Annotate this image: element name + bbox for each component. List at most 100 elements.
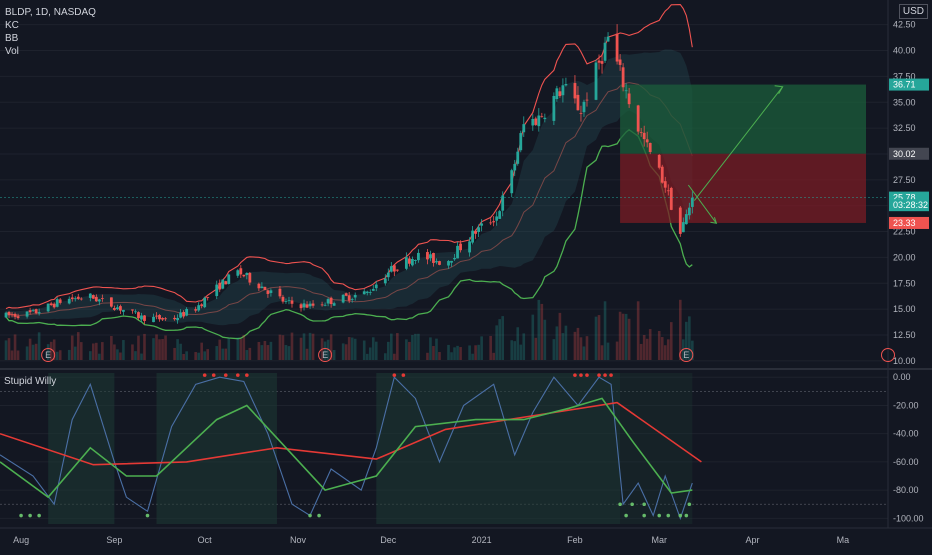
volume-bar xyxy=(25,346,29,360)
volume-bar xyxy=(4,340,8,360)
currency-badge[interactable]: USD xyxy=(898,4,928,19)
volume-bar xyxy=(326,339,330,360)
oscillator-title[interactable]: Stupid Willy xyxy=(4,376,57,387)
volume-bar xyxy=(411,335,414,360)
candle-body xyxy=(305,304,309,308)
volume-bar xyxy=(329,334,333,360)
volume-bar xyxy=(645,338,649,360)
volume-bar xyxy=(344,344,348,360)
volume-bar xyxy=(368,347,372,360)
candle-body xyxy=(79,298,83,300)
candle-body xyxy=(498,211,502,219)
oscillator-tick-label: -60.00 xyxy=(893,457,919,467)
volume-bar xyxy=(453,347,456,360)
volume-bar xyxy=(347,337,351,360)
candle-body xyxy=(621,67,625,88)
volume-bar xyxy=(140,353,143,360)
oversold-dot xyxy=(28,513,32,518)
volume-bar xyxy=(46,344,50,360)
volume-bar xyxy=(113,344,116,360)
volume-bar xyxy=(564,325,568,360)
candle-body xyxy=(374,284,378,289)
volume-bar xyxy=(353,338,357,360)
candle-body xyxy=(206,297,210,298)
projection-arrow-down xyxy=(687,184,717,224)
candle-body xyxy=(477,227,481,233)
oversold-dot xyxy=(624,513,628,518)
price-label-text: 36.71 xyxy=(893,80,916,90)
volume-bar xyxy=(116,349,119,360)
candle-body xyxy=(284,301,288,302)
overbought-dot xyxy=(245,373,249,377)
candle-body xyxy=(555,88,559,100)
candle-body xyxy=(362,291,366,295)
volume-bar xyxy=(7,338,11,360)
symbol-line[interactable]: BLDP, 1D, NASDAQ xyxy=(5,7,96,18)
candle-body xyxy=(13,313,17,317)
overbought-dot xyxy=(223,373,228,377)
volume-bar xyxy=(155,334,158,360)
volume-bar xyxy=(408,341,411,360)
volume-bar xyxy=(92,343,95,360)
volume-bar xyxy=(362,340,366,360)
volume-bar xyxy=(636,301,640,360)
volume-bar xyxy=(281,335,285,360)
price-tick-label: 10.00 xyxy=(893,356,916,366)
volume-bar xyxy=(663,345,667,360)
volume-bar xyxy=(585,336,589,360)
volume-bar xyxy=(263,340,267,360)
volume-bar xyxy=(182,353,185,360)
indicator-bb[interactable]: BB xyxy=(5,33,19,44)
price-tick-label: 20.00 xyxy=(893,252,916,262)
candle-body xyxy=(323,304,327,306)
candle-body xyxy=(642,132,646,140)
volume-bar xyxy=(257,341,261,360)
volume-bar xyxy=(79,342,83,360)
volume-bar xyxy=(134,351,137,360)
candle-body xyxy=(681,222,685,233)
candle-body xyxy=(326,299,330,304)
volume-bar xyxy=(426,352,429,360)
price-tick-label: 42.50 xyxy=(893,20,916,30)
earnings-marker-label: E xyxy=(683,350,689,360)
volume-bar xyxy=(341,343,345,360)
candle-body xyxy=(690,197,694,207)
volume-bar xyxy=(143,333,146,360)
volume-bar xyxy=(350,337,354,360)
candle-body xyxy=(260,286,264,289)
candle-body xyxy=(353,294,357,298)
candle-body xyxy=(371,288,375,291)
price-tick-label: 17.50 xyxy=(893,278,916,288)
volume-bar xyxy=(393,353,396,360)
candle-body xyxy=(164,318,167,320)
candle-body xyxy=(432,253,435,263)
volume-bar xyxy=(131,344,134,360)
indicator-kc[interactable]: KC xyxy=(5,20,19,31)
oscillator-tick-label: -20.00 xyxy=(893,400,919,410)
candle-body xyxy=(543,117,547,120)
candle-body xyxy=(489,222,493,224)
volume-bar xyxy=(52,339,56,360)
candle-body xyxy=(10,314,14,316)
volume-bar xyxy=(522,333,526,360)
indicator-vol[interactable]: Vol xyxy=(5,46,19,57)
candle-body xyxy=(365,291,369,293)
volume-bar xyxy=(414,333,417,360)
candle-body xyxy=(67,298,71,304)
candle-body xyxy=(52,303,56,308)
volume-bar xyxy=(122,340,125,360)
candle-body xyxy=(269,290,273,293)
volume-bar xyxy=(540,303,544,360)
candle-body xyxy=(341,294,345,303)
volume-bar xyxy=(558,312,562,360)
time-tick-label: Sep xyxy=(106,535,122,545)
candle-body xyxy=(4,312,8,318)
oscillator-tick-label: -80.00 xyxy=(893,485,919,495)
volume-bar xyxy=(73,346,77,360)
volume-bar xyxy=(438,352,441,360)
candle-body xyxy=(278,288,282,297)
candle-body xyxy=(73,298,77,300)
volume-bar xyxy=(471,353,474,360)
